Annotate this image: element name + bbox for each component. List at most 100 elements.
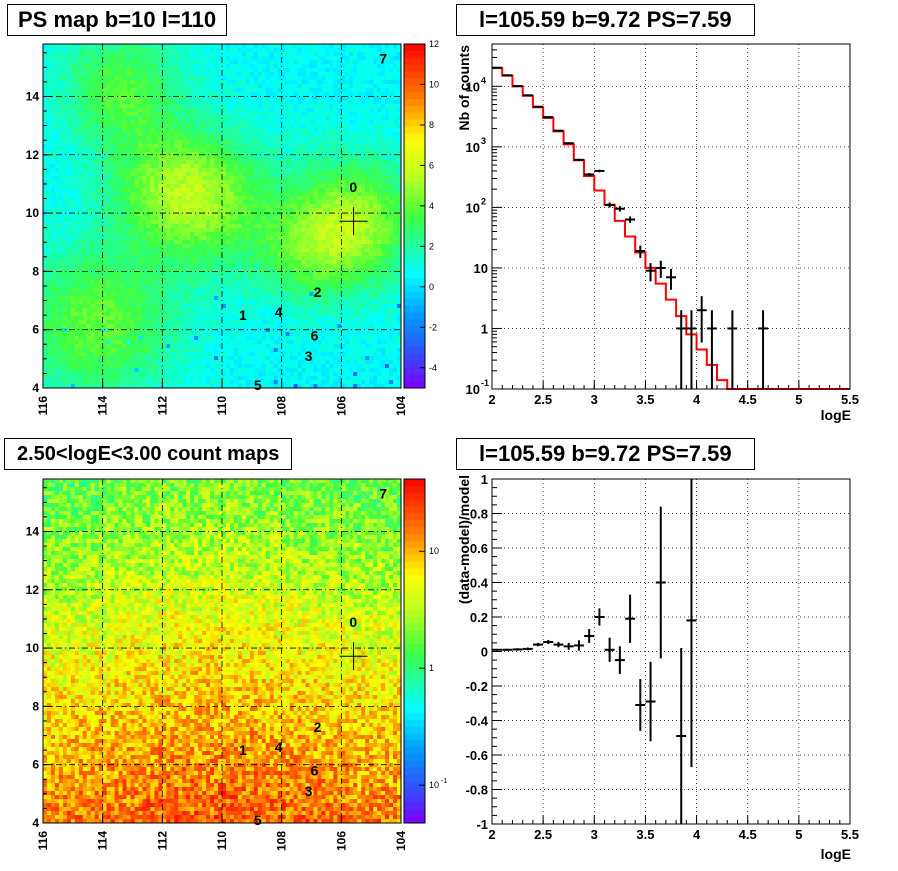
heatmap-cell [126,80,131,85]
heatmap-cell [214,228,219,233]
heatmap-cell [170,248,175,253]
heatmap-cell [253,220,259,225]
heatmap-cell [134,160,139,165]
heatmap-cell [118,224,123,229]
heatmap-cell [122,64,127,69]
heatmap-cell [182,108,187,113]
heatmap-cell [218,224,223,229]
heatmap-cell [389,180,394,185]
heatmap-cell [253,160,259,165]
heatmap-cell [369,168,374,173]
heatmap-cell [134,72,139,77]
heatmap-cell [257,128,263,133]
heatmap-cell [50,80,56,85]
heatmap-cell [269,92,275,97]
heatmap-cell [373,160,378,165]
heatmap-cell [142,92,147,97]
heatmap-cell [158,184,163,189]
heatmap-cell [178,76,183,81]
heatmap-cell [154,232,159,237]
heatmap-cell [150,112,155,117]
heatmap-cell [126,200,131,205]
heatmap-cell [349,244,354,249]
heatmap-cell [158,180,163,185]
heatmap-cell [114,56,119,61]
heatmap-cell [261,204,267,209]
heatmap-cell [349,144,354,149]
heatmap-cell [301,184,306,189]
heatmap-cell [154,108,159,113]
heatmap-cell [281,60,287,65]
heatmap-cell [162,176,167,181]
heatmap-cell [122,56,127,61]
heatmap-cell [345,168,350,173]
heatmap-cell [118,112,123,117]
heatmap-cell [94,44,100,49]
heatmap-cell [78,228,84,233]
heatmap-cell [50,224,56,229]
heatmap-cell [210,212,215,217]
heatmap-cell [78,200,84,205]
heatmap-cell [106,156,112,161]
heatmap-cell [74,60,80,65]
heatmap-cell [245,228,251,233]
heatmap-cell [94,188,100,193]
heatmap-cell [253,180,259,185]
heatmap-cell [393,220,398,225]
heatmap-cell [222,200,227,205]
heatmap-cell [269,224,275,229]
heatmap-cell [210,116,215,121]
heatmap-cell [154,180,159,185]
heatmap-cell [70,44,76,49]
heatmap-cell [385,184,390,189]
heatmap-cell [62,48,68,53]
heatmap-cell [309,236,314,241]
heatmap-cell [214,96,219,101]
heatmap-cell [82,188,88,193]
heatmap-cell [210,244,215,249]
heatmap-cell [293,112,298,117]
heatmap-cell [138,72,143,77]
heatmap-cell [309,152,314,157]
heatmap-cell [357,96,362,101]
heatmap-cell [281,100,287,105]
heatmap-cell [345,144,350,149]
heatmap-cell [190,112,195,117]
heatmap-cell [329,80,334,85]
heatmap-cell [86,192,92,197]
heatmap-cell [110,156,115,161]
heatmap-cell [237,140,243,145]
heatmap-cell [222,160,227,165]
heatmap-cell [162,252,167,257]
heatmap-cell [329,256,334,261]
heatmap-cell [50,84,56,89]
heatmap-cell [289,192,294,197]
heatmap-cell [237,244,243,249]
heatmap-cell [54,256,60,261]
heatmap-cell [158,52,163,57]
heatmap-cell [58,188,64,193]
heatmap-cell [182,68,187,73]
heatmap-cell [170,132,175,137]
heatmap-cell [289,124,294,129]
heatmap-cell [138,60,143,65]
heatmap-cell [249,232,255,237]
heatmap-cell [94,192,100,197]
heatmap-cell [190,192,195,197]
heatmap-cell [158,192,163,197]
heatmap-cell [257,64,263,69]
heatmap-cell [233,180,239,185]
heatmap-cell [365,116,370,121]
heatmap-cell [325,48,330,53]
heatmap-cell [249,176,255,181]
heatmap-cell [102,136,108,141]
heatmap-cell [150,264,155,269]
heatmap-cell [182,140,187,145]
heatmap-cell [170,156,175,161]
heatmap-cell [70,132,76,137]
heatmap-cell [70,192,76,197]
heatmap-cell [249,132,255,137]
heatmap-cell [305,120,310,125]
heatmap-cell [46,244,52,249]
heatmap-cell [186,264,191,269]
